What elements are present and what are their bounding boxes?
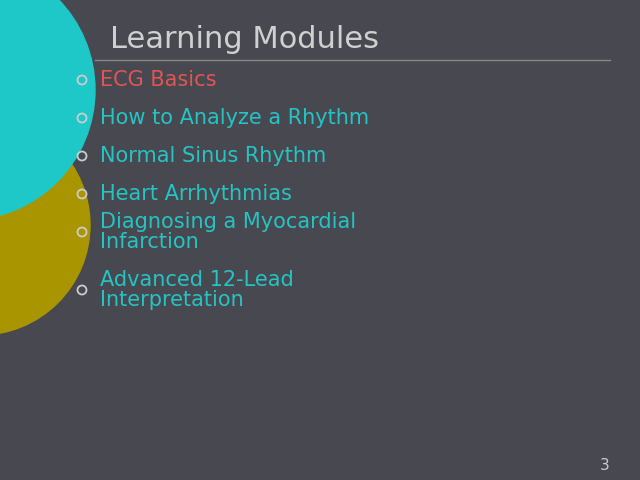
Circle shape (0, 115, 90, 335)
Text: Interpretation: Interpretation (100, 290, 244, 310)
Text: Advanced 12-Lead: Advanced 12-Lead (100, 270, 294, 290)
Circle shape (0, 0, 95, 220)
Text: 3: 3 (600, 458, 610, 473)
Text: Normal Sinus Rhythm: Normal Sinus Rhythm (100, 146, 326, 166)
Text: Learning Modules: Learning Modules (110, 25, 379, 55)
Text: Infarction: Infarction (100, 232, 199, 252)
Text: Diagnosing a Myocardial: Diagnosing a Myocardial (100, 212, 356, 232)
Text: ECG Basics: ECG Basics (100, 70, 216, 90)
Text: How to Analyze a Rhythm: How to Analyze a Rhythm (100, 108, 369, 128)
Text: Heart Arrhythmias: Heart Arrhythmias (100, 184, 292, 204)
